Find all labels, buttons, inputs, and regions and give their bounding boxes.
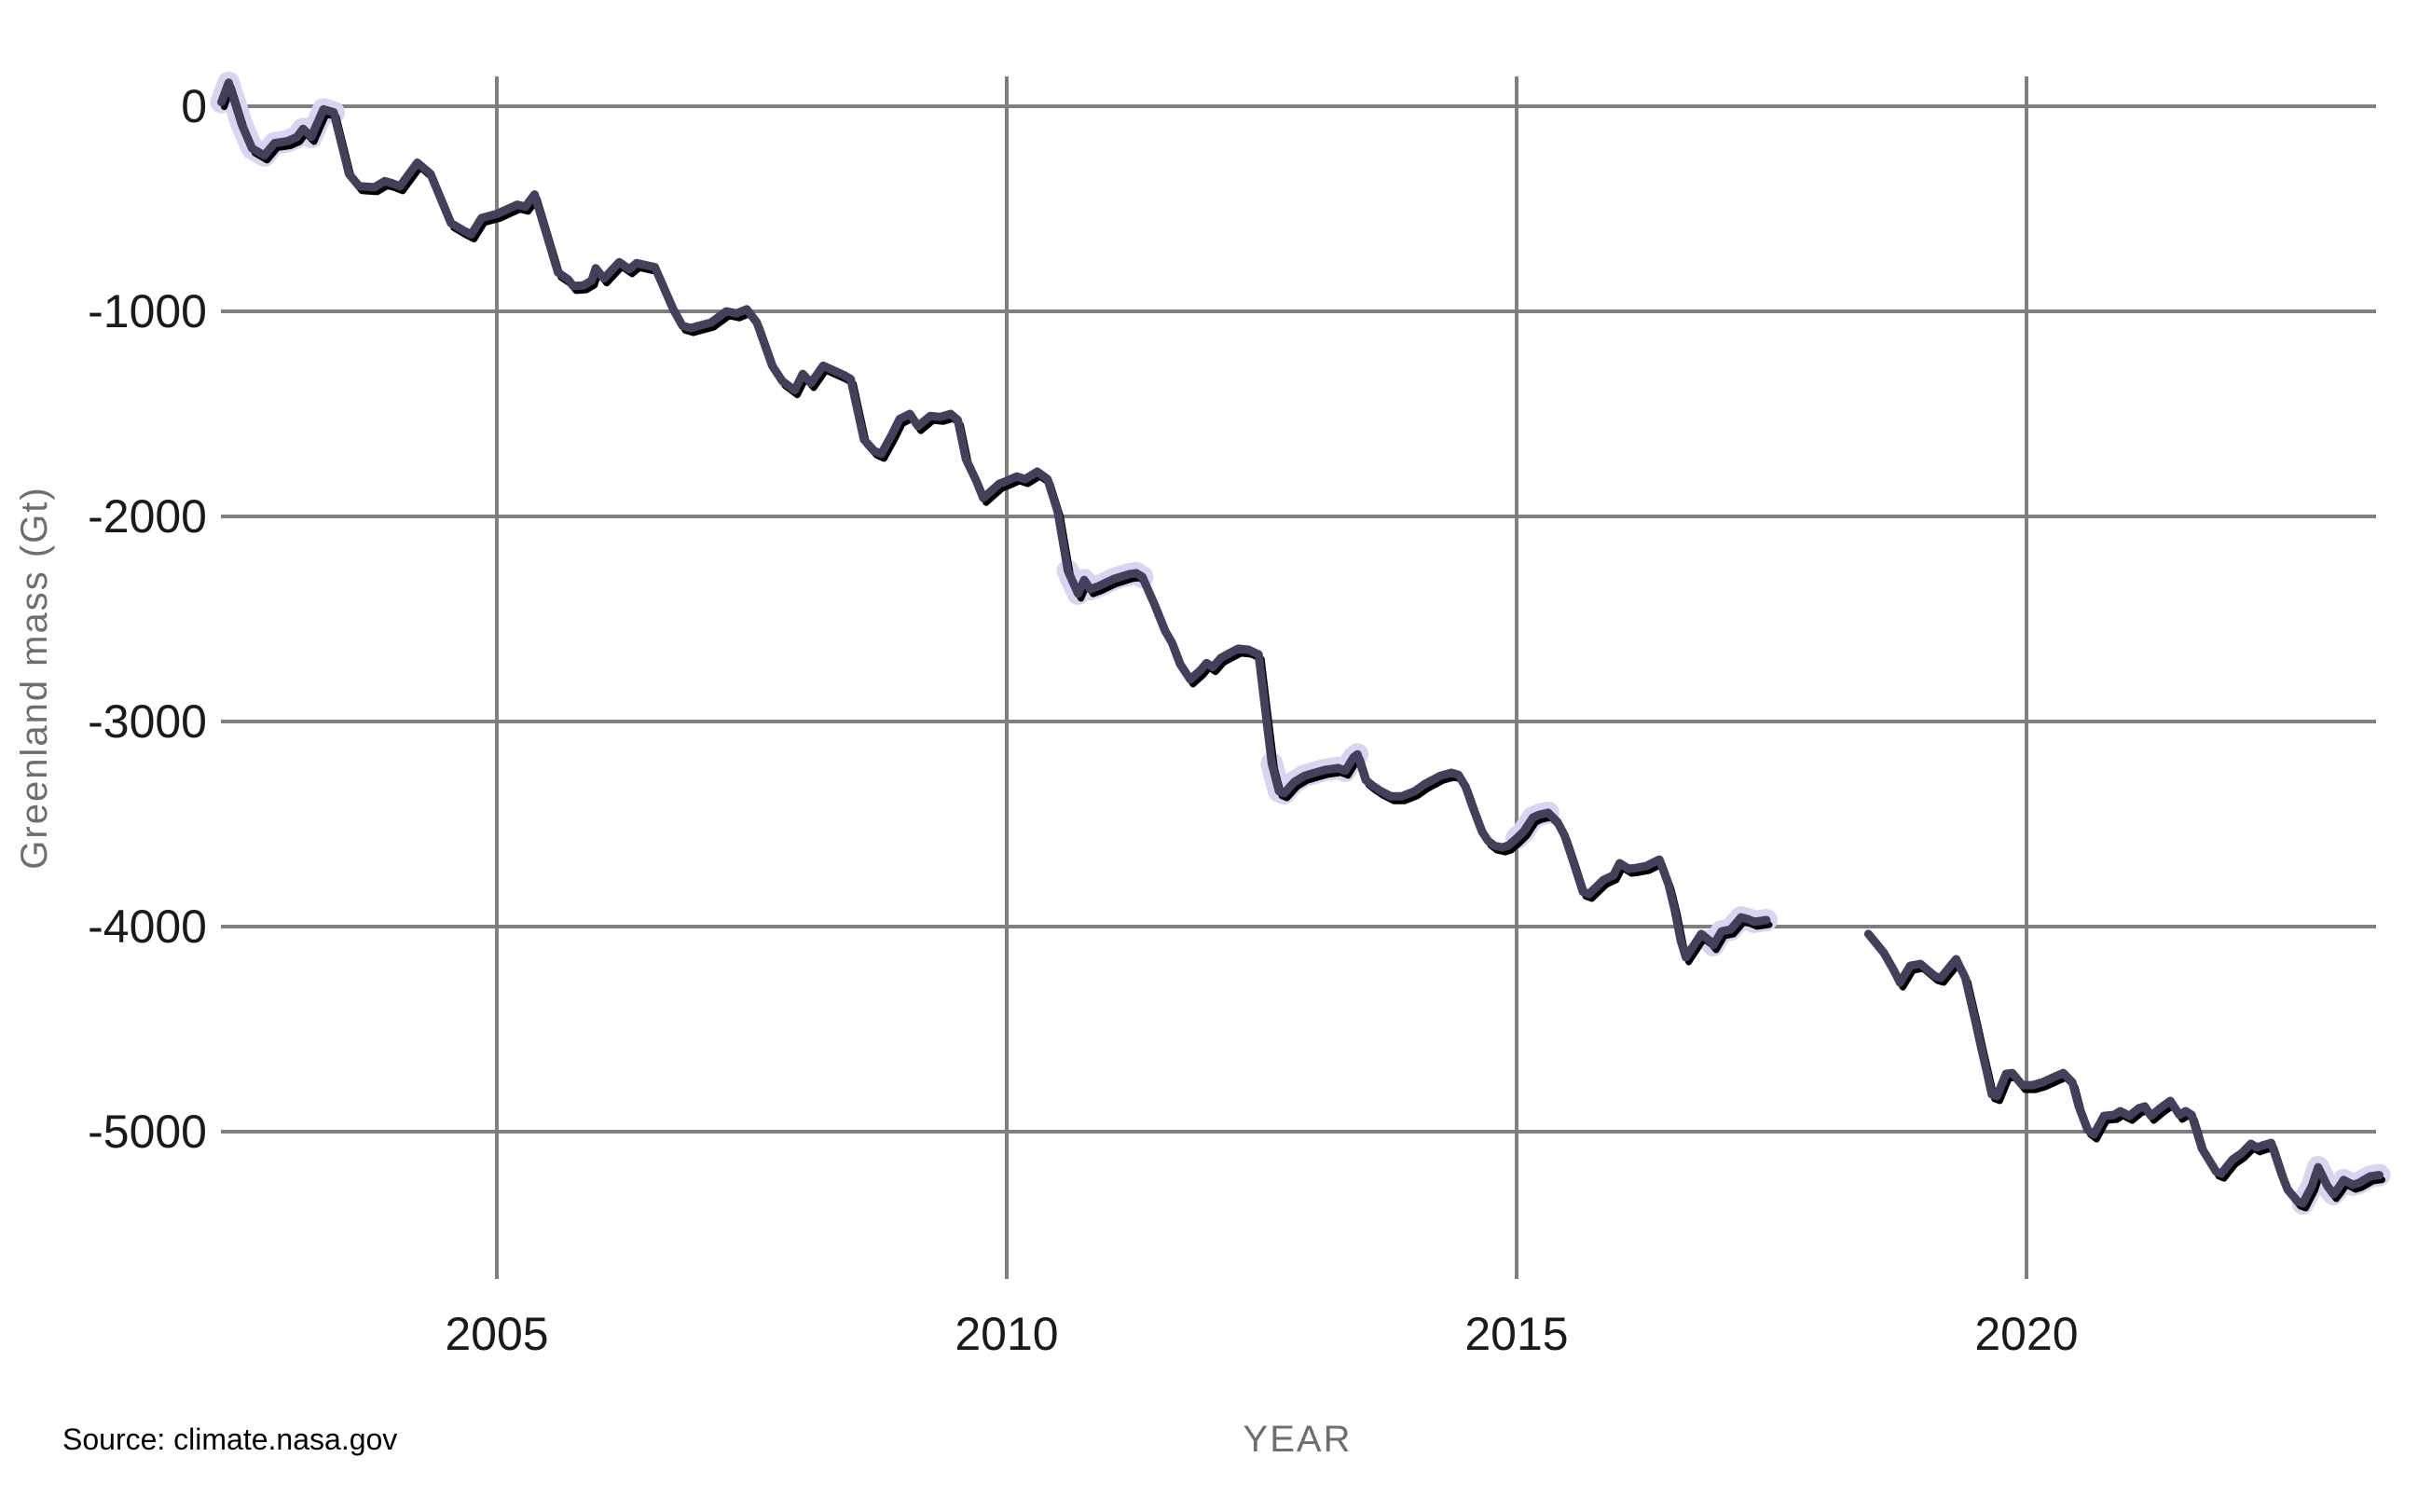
mass-line-shadow-segment xyxy=(1867,935,2385,1212)
gridlines xyxy=(221,76,2376,1279)
source-note: Source: climate.nasa.gov xyxy=(62,1423,397,1456)
x-axis-title: YEAR xyxy=(1243,1419,1353,1460)
mass-line-segment xyxy=(1863,929,2384,1208)
y-tick-label: -1000 xyxy=(88,285,207,337)
y-axis-title: Greenland mass (Gt) xyxy=(14,486,55,869)
uncertainty-band xyxy=(210,71,2391,1215)
mass-line xyxy=(217,78,2384,1208)
y-tick-label: -3000 xyxy=(88,695,207,748)
x-tick-label: 2005 xyxy=(445,1308,548,1360)
x-tick-label: 2015 xyxy=(1464,1308,1568,1360)
y-tick-label: 0 xyxy=(181,80,207,132)
x-tick-label: 2010 xyxy=(955,1308,1058,1360)
y-tick-label: -5000 xyxy=(88,1106,207,1158)
mass-line-segment xyxy=(217,78,1771,962)
y-tick-label: -4000 xyxy=(88,900,207,953)
tick-labels: 0 -1000 -2000 -3000 -4000 -5000 2005 2010 2015 20… xyxy=(88,80,2079,1360)
x-tick-label: 2020 xyxy=(1974,1308,2078,1360)
y-tick-label: -2000 xyxy=(88,490,207,543)
mass-line-shadow xyxy=(221,84,2385,1212)
